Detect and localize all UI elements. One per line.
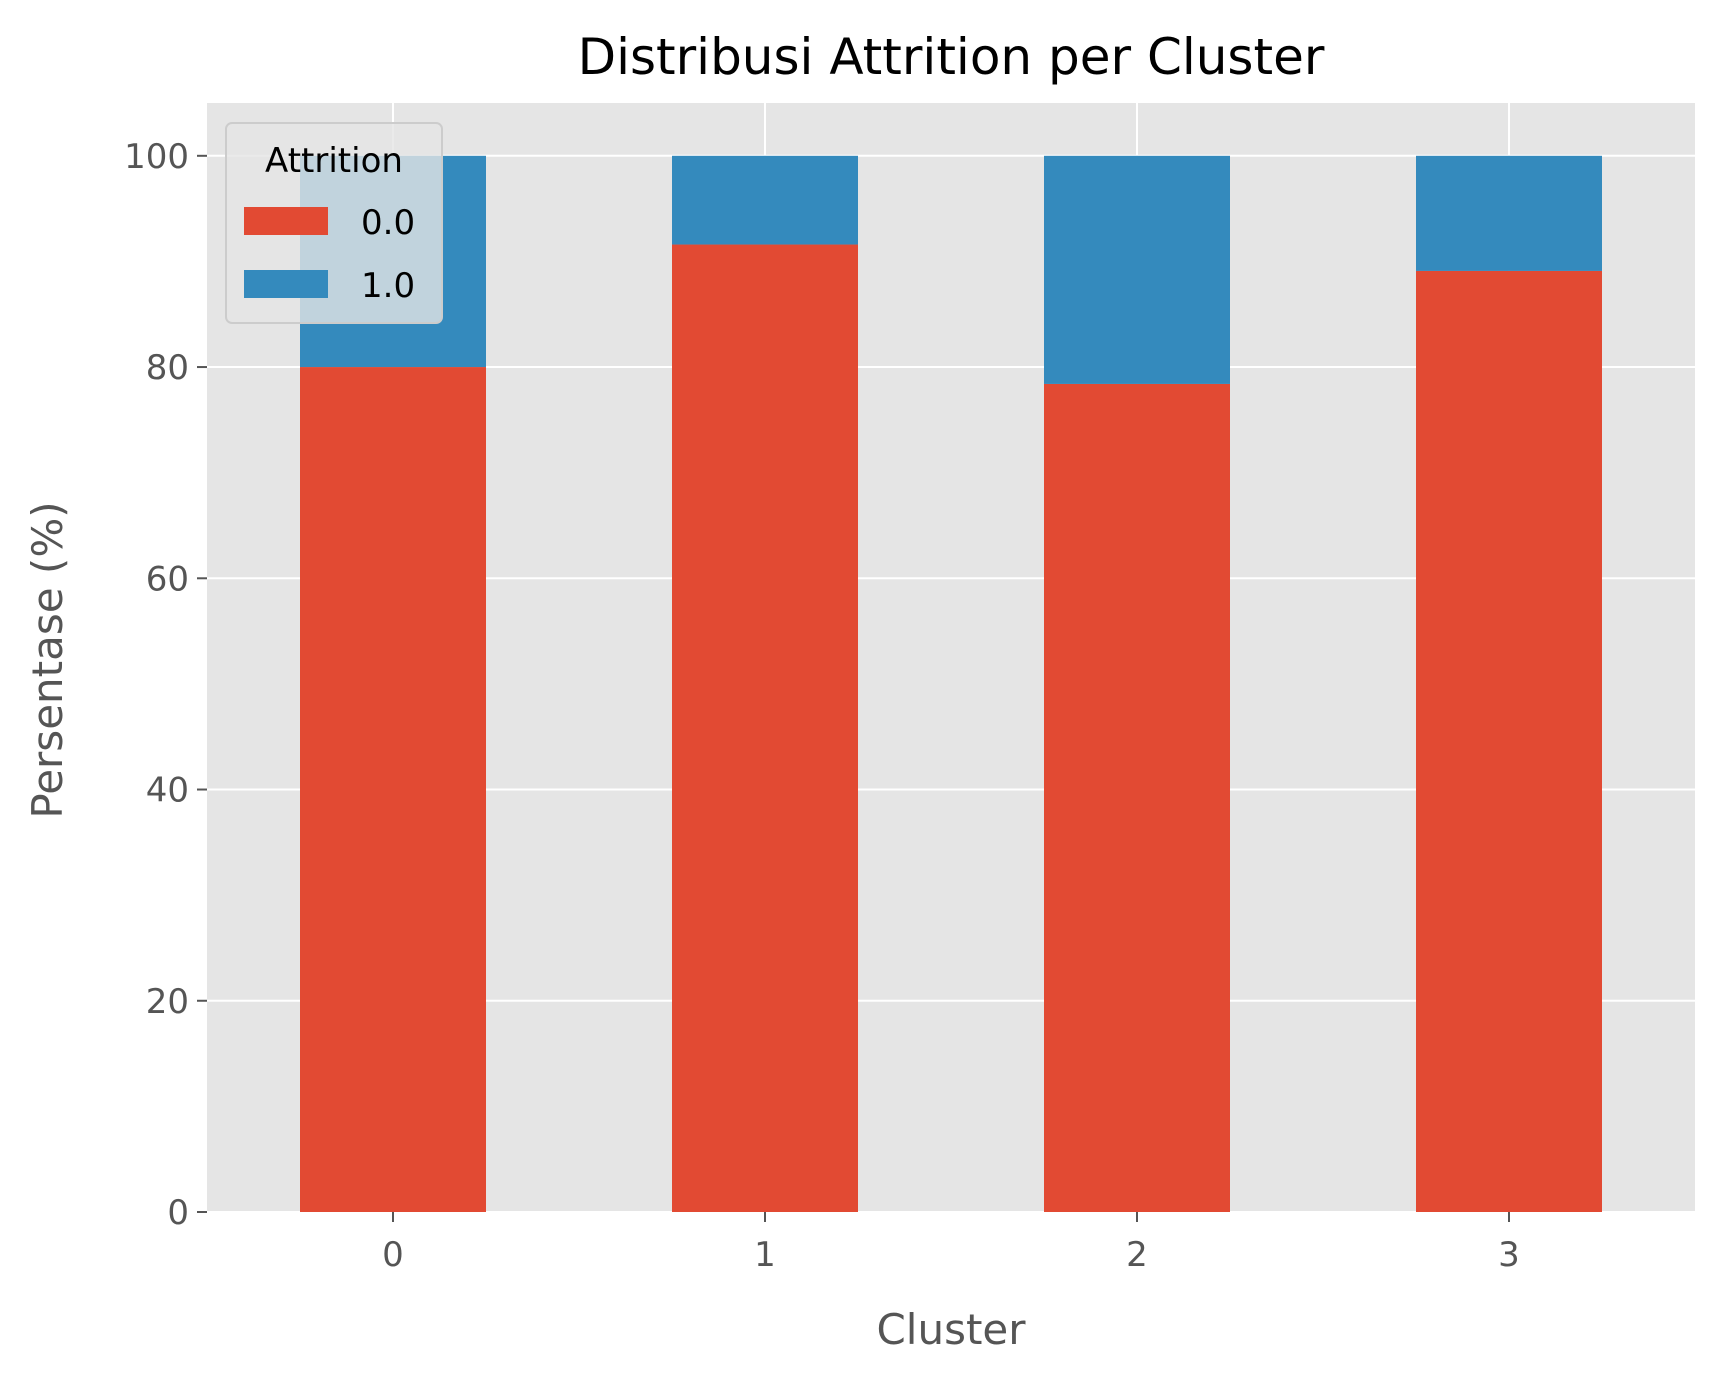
bar-cluster-3-series-1	[1416, 155, 1602, 271]
bar-cluster-1-series-0	[672, 244, 858, 1212]
bar-cluster-3-series-0	[1416, 270, 1602, 1212]
bars	[300, 155, 1602, 1212]
bar-cluster-0-series-0	[300, 367, 486, 1212]
bar-cluster-1-series-1	[672, 155, 858, 245]
bar-cluster-2-series-0	[1044, 383, 1230, 1212]
y-tick-label: 60	[146, 559, 189, 599]
chart-title: Distribusi Attrition per Cluster	[578, 28, 1325, 86]
legend: Attrition 0.0 1.0	[225, 122, 443, 324]
y-tick-label: 80	[146, 348, 189, 388]
axes: 0 20 40 60 80 100 0 1 2 3	[124, 137, 1520, 1275]
legend-label-0: 0.0	[361, 203, 415, 243]
y-tick-label: 40	[146, 771, 189, 811]
y-tick-label: 100	[124, 137, 189, 177]
legend-swatch-0	[244, 207, 328, 235]
y-axis-label: Persentase (%)	[23, 501, 72, 818]
x-tick-label: 1	[754, 1235, 776, 1275]
x-tick-label: 0	[382, 1235, 404, 1275]
legend-swatch-1	[244, 270, 328, 298]
x-tick-label: 2	[1126, 1235, 1148, 1275]
legend-title: Attrition	[265, 141, 403, 181]
bar-cluster-2-series-1	[1044, 155, 1230, 384]
x-axis-label: Cluster	[876, 1305, 1026, 1354]
y-tick-label: 20	[146, 982, 189, 1022]
x-tick-label: 3	[1498, 1235, 1520, 1275]
legend-label-1: 1.0	[361, 266, 415, 306]
y-tick-label: 0	[167, 1193, 189, 1233]
